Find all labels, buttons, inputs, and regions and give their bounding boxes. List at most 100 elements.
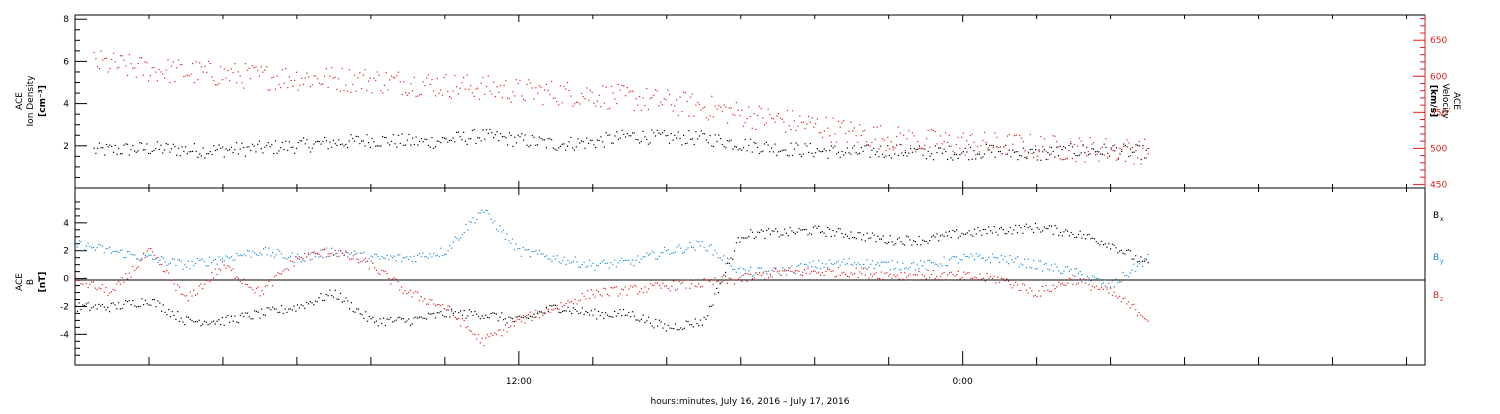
velocity-point	[1001, 153, 1003, 155]
velocity-point	[709, 115, 711, 117]
by-point	[1088, 277, 1090, 279]
bx-point	[898, 237, 900, 239]
bx-point	[760, 229, 762, 231]
density-point	[566, 145, 569, 147]
bx-point	[275, 308, 277, 310]
by-point	[1136, 265, 1139, 267]
bx-point	[187, 316, 189, 318]
bx-point	[667, 324, 669, 327]
by-point	[186, 266, 188, 268]
velocity-point	[799, 115, 801, 117]
bx-point	[750, 229, 752, 231]
by-point	[558, 261, 560, 263]
by-point	[642, 256, 644, 258]
bottom-left-ylabel-line1: ACE	[15, 273, 25, 291]
by-point	[879, 264, 881, 267]
by-point	[257, 255, 259, 257]
density-point	[1049, 154, 1051, 156]
bz-point	[366, 260, 369, 262]
velocity-point	[639, 95, 641, 98]
density-point	[338, 139, 340, 141]
bx-point	[280, 305, 283, 307]
density-point	[832, 147, 834, 149]
bx-point	[415, 316, 417, 318]
velocity-point	[269, 89, 271, 91]
by-point	[837, 260, 839, 262]
bz-point	[372, 262, 374, 264]
velocity-point	[412, 90, 414, 92]
density-point	[660, 133, 662, 135]
bx-point	[692, 326, 694, 328]
bz-point	[359, 261, 361, 263]
density-point	[1029, 149, 1031, 151]
bz-point	[986, 272, 988, 274]
velocity-point	[174, 80, 176, 83]
bz-point	[1131, 304, 1133, 306]
density-point	[301, 140, 303, 142]
bz-point	[406, 293, 408, 295]
bz-point	[803, 269, 805, 271]
bx-point	[426, 318, 428, 320]
velocity-point	[714, 105, 716, 107]
bx-point	[619, 309, 621, 311]
bx-point	[642, 314, 644, 316]
density-point	[628, 135, 630, 137]
velocity-point	[596, 100, 598, 102]
velocity-point	[676, 99, 678, 101]
by-point	[653, 252, 655, 254]
by-point	[904, 268, 906, 270]
bz-point	[522, 314, 524, 316]
bz-point	[1106, 288, 1108, 290]
velocity-point	[911, 132, 913, 134]
velocity-point	[815, 123, 817, 125]
velocity-point	[859, 124, 861, 126]
by-point	[751, 275, 754, 277]
by-point	[639, 261, 641, 264]
by-point	[861, 267, 863, 269]
velocity-point	[1123, 145, 1125, 147]
bx-point	[184, 324, 186, 326]
by-point	[882, 261, 884, 263]
bz-point	[182, 294, 184, 296]
bz-point	[966, 272, 968, 274]
bz-point	[922, 274, 924, 276]
bx-point	[159, 302, 161, 304]
density-point	[897, 154, 899, 156]
bz-point	[118, 281, 120, 283]
density-point	[223, 156, 225, 158]
bx-point	[349, 308, 351, 310]
bz-point	[896, 274, 899, 276]
by-point	[1131, 269, 1133, 271]
top-right-ylabel-line3: [km/s]	[1428, 85, 1438, 117]
velocity-point	[624, 95, 627, 97]
by-point	[379, 258, 381, 260]
velocity-point	[290, 79, 292, 82]
bz-point	[1102, 288, 1104, 290]
density-point	[734, 145, 736, 147]
density-point	[1036, 159, 1038, 161]
velocity-point	[169, 81, 171, 84]
velocity-point	[774, 121, 776, 123]
bx-point	[483, 317, 485, 319]
bx-point	[148, 304, 150, 306]
density-point	[406, 139, 408, 141]
velocity-point	[126, 74, 129, 77]
bx-point	[796, 231, 798, 233]
density-point	[185, 146, 187, 148]
bz-point	[669, 290, 671, 292]
density-point	[188, 151, 190, 153]
bx-point	[366, 320, 369, 322]
bz-point	[309, 259, 311, 261]
density-point	[619, 137, 621, 139]
bx-point	[1045, 227, 1047, 230]
density-point	[290, 146, 292, 149]
bz-point	[384, 270, 386, 273]
bx-point	[252, 318, 254, 320]
velocity-point	[464, 88, 466, 90]
by-point	[202, 258, 204, 260]
bz-point	[225, 267, 227, 269]
velocity-point	[535, 87, 537, 89]
bx-point	[812, 226, 814, 228]
velocity-point	[1047, 159, 1049, 161]
